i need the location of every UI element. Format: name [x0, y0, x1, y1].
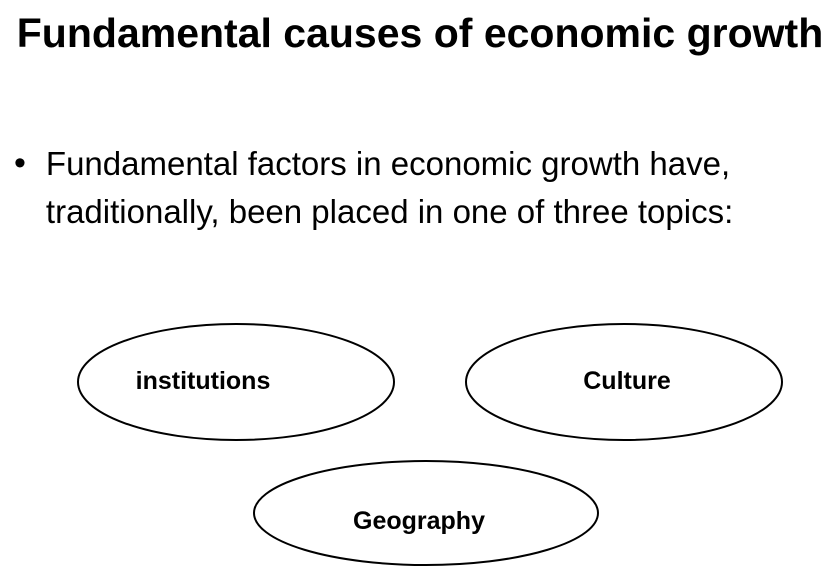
bullet-item: • Fundamental factors in economic growth… — [8, 140, 834, 236]
topic-label-geography: Geography — [353, 507, 485, 535]
bullet-dot-icon: • — [14, 144, 26, 182]
slide-title: Fundamental causes of economic growth — [16, 10, 824, 56]
topic-label-institutions: institutions — [135, 367, 271, 395]
bullet-text: Fundamental factors in economic growth h… — [45, 145, 734, 230]
topic-label-culture: Culture — [583, 367, 671, 395]
